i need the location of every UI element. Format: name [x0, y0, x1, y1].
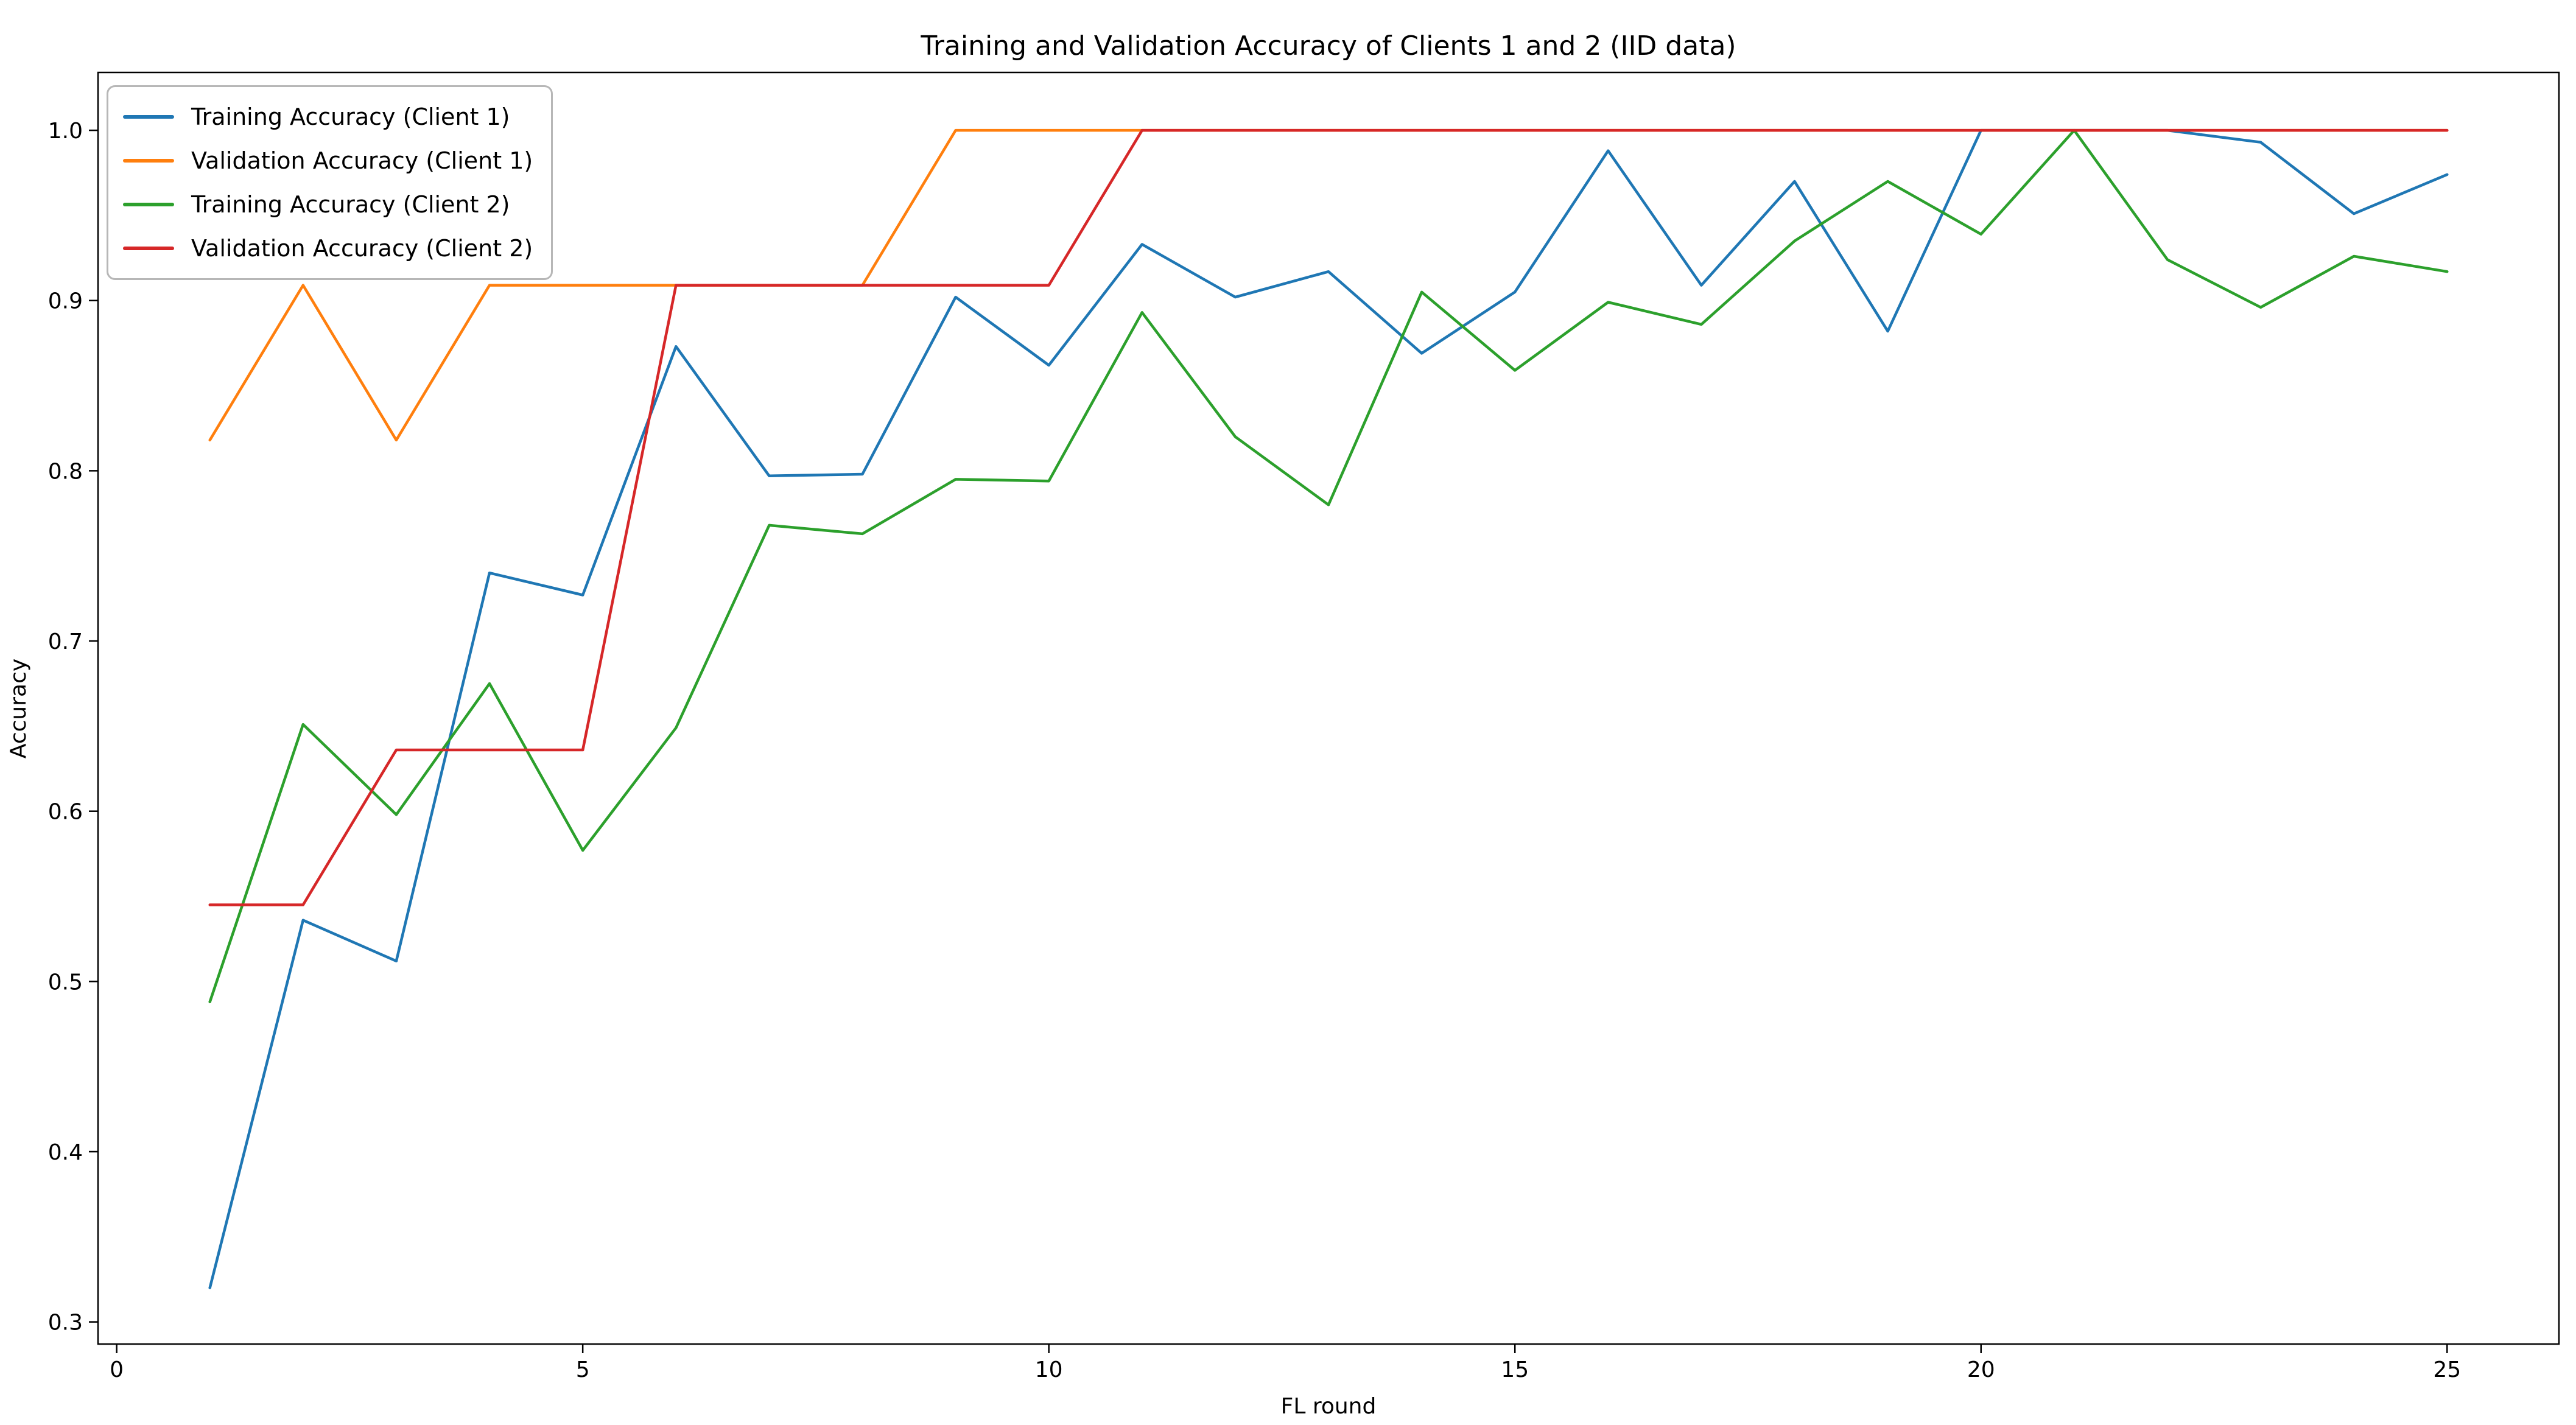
legend-label: Training Accuracy (Client 2)	[191, 191, 510, 218]
series-line-validation-accuracy-client-2	[208, 128, 2449, 906]
legend-item-validation-accuracy-client-1: Validation Accuracy (Client 1)	[123, 143, 533, 178]
legend-item-training-accuracy-client-2: Training Accuracy (Client 2)	[123, 187, 533, 222]
y-tick-label: 0.7	[48, 629, 83, 654]
y-tick-label: 0.4	[48, 1140, 83, 1165]
legend-item-validation-accuracy-client-2: Validation Accuracy (Client 2)	[123, 231, 533, 266]
x-tick-label: 0	[110, 1357, 124, 1382]
x-tick-label: 10	[1035, 1357, 1063, 1382]
y-tick-label: 0.8	[48, 459, 83, 484]
legend-line-sample-icon	[123, 159, 174, 163]
x-tick-label: 25	[2433, 1357, 2461, 1382]
legend-line-sample-icon	[123, 115, 174, 119]
y-tick-label: 0.5	[48, 970, 83, 995]
x-tick-label: 5	[576, 1357, 590, 1382]
x-tick-label: 15	[1501, 1357, 1529, 1382]
x-axis-label: FL round	[1281, 1394, 1377, 1419]
axes-layer: 0 5 10 15 20 25 0.3 0.4 0.5 0.6 0.7 0.8 0.9 1.0	[48, 71, 2560, 1382]
y-tick-label: 0.3	[48, 1311, 83, 1336]
legend-label: Validation Accuracy (Client 2)	[191, 235, 533, 262]
legend-box: Training Accuracy (Client 1) Validation A…	[107, 85, 553, 280]
legend-line-sample-icon	[123, 247, 174, 250]
chart-title: Training and Validation Accuracy of Clie…	[920, 30, 1736, 61]
series-layer	[208, 128, 2449, 1289]
axes-spines	[97, 71, 2560, 1345]
legend-label: Training Accuracy (Client 1)	[191, 103, 510, 130]
legend-item-training-accuracy-client-1: Training Accuracy (Client 1)	[123, 99, 533, 135]
series-line-training-accuracy-client-1	[208, 128, 2449, 1289]
y-tick-label: 0.6	[48, 800, 83, 825]
y-tick-label: 1.0	[48, 119, 83, 144]
legend-label: Validation Accuracy (Client 1)	[191, 147, 533, 174]
y-tick-label: 0.9	[48, 289, 83, 314]
legend-line-sample-icon	[123, 203, 174, 206]
y-axis-label: Accuracy	[6, 659, 31, 758]
x-tick-label: 20	[1967, 1357, 1995, 1382]
